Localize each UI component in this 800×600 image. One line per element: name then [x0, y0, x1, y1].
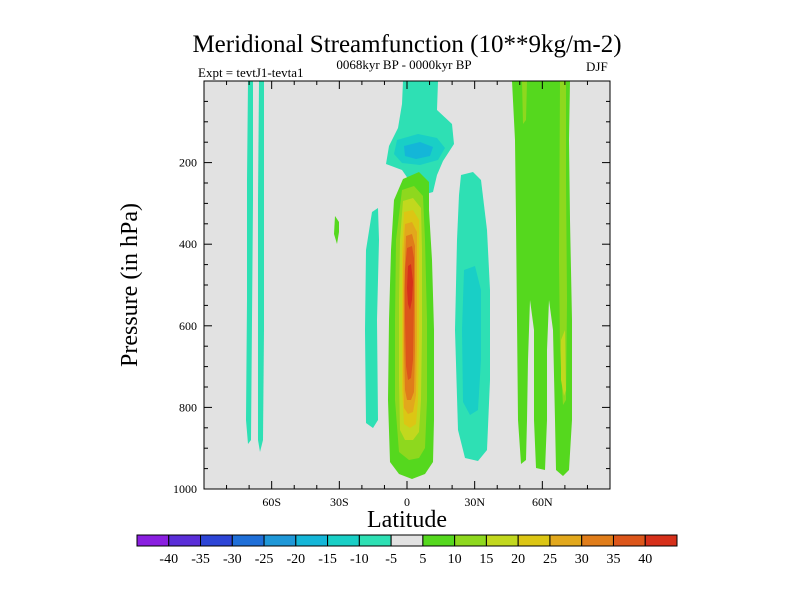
- colorbar-swatch: [422, 534, 456, 547]
- colorbar-label: -20: [286, 552, 305, 567]
- y-tick-label: 200: [179, 156, 197, 170]
- colorbar-label: 10: [448, 552, 462, 567]
- colorbar: -40 -35 -30 -25 -20 -15 -10 -5 5 10 15 20 25 30 35 40: [136, 534, 678, 567]
- y-axis-label: Pressure (in hPa): [117, 203, 143, 367]
- midlatitude-positive-band-left: [522, 81, 527, 124]
- colorbar-swatch: [517, 534, 551, 547]
- colorbar-label: 20: [511, 552, 525, 567]
- colorbar-swatch: [612, 534, 646, 547]
- midlatitude-positive-band-inner: [561, 330, 566, 396]
- upper-negative-cell-core: [404, 142, 433, 159]
- north-subtropic-negative-mid: [462, 266, 481, 415]
- chart-title: Meridional Streamfunction (10**9kg/m-2): [192, 31, 621, 58]
- colorbar-label: -35: [191, 552, 210, 567]
- experiment-label: Expt = tevtJ1-tevta1: [198, 65, 304, 80]
- colorbar-label: 35: [606, 552, 620, 567]
- south-subtropic-negative: [365, 208, 379, 428]
- x-axis-label: Latitude: [367, 507, 447, 533]
- colorbar-swatch: [200, 534, 233, 547]
- y-axis: 200 400 600 800 1000: [173, 100, 610, 496]
- colorbar-swatch: [136, 534, 170, 547]
- colorbar-swatch: [295, 534, 329, 547]
- tropical-cell-40: [407, 264, 413, 310]
- season-label: DJF: [586, 59, 608, 74]
- midlatitude-positive-band-outer: [512, 81, 572, 476]
- x-axis: 60S 30S 0 30N 60N: [226, 81, 588, 509]
- colorbar-swatch: [327, 534, 360, 547]
- colorbar-swatch: [644, 534, 678, 547]
- period-label: 0068kyr BP - 0000kyr BP: [336, 57, 471, 72]
- x-tick-label: 30N: [464, 495, 485, 509]
- colorbar-swatch: [168, 534, 202, 547]
- midlatitude-positive-band-mid: [559, 81, 567, 405]
- colorbar-label: -30: [223, 552, 242, 567]
- colorbar-label: -25: [255, 552, 274, 567]
- colorbar-label: 30: [575, 552, 589, 567]
- colorbar-label: -40: [159, 552, 178, 567]
- colorbar-swatch: [231, 534, 265, 547]
- x-tick-label: 60S: [262, 495, 281, 509]
- colorbar-label: 40: [638, 552, 652, 567]
- colorbar-label: -15: [318, 552, 337, 567]
- y-tick-label: 800: [179, 400, 197, 414]
- x-tick-label: 0: [404, 495, 410, 509]
- southern-negative-streak-2: [258, 81, 264, 452]
- x-tick-label: 30S: [330, 495, 349, 509]
- y-tick-label: 1000: [173, 482, 197, 496]
- colorbar-label: -10: [350, 552, 369, 567]
- colorbar-swatch: [263, 534, 297, 547]
- y-tick-label: 400: [179, 237, 197, 251]
- colorbar-label: -5: [385, 552, 397, 567]
- x-tick-label: 60N: [532, 495, 553, 509]
- colorbar-swatch: [581, 534, 614, 547]
- y-tick-label: 600: [179, 319, 197, 333]
- colorbar-label: 25: [543, 552, 557, 567]
- colorbar-swatch: [454, 534, 487, 547]
- colorbar-label: 15: [479, 552, 493, 567]
- colorbar-swatch: [390, 534, 424, 547]
- southern-negative-streak-1: [246, 81, 253, 444]
- small-positive-patch: [334, 216, 339, 244]
- colorbar-label: 5: [419, 552, 426, 567]
- colorbar-swatch: [485, 534, 519, 547]
- contour-fills: [246, 81, 572, 479]
- colorbar-swatch: [549, 534, 583, 547]
- colorbar-swatch: [358, 534, 392, 547]
